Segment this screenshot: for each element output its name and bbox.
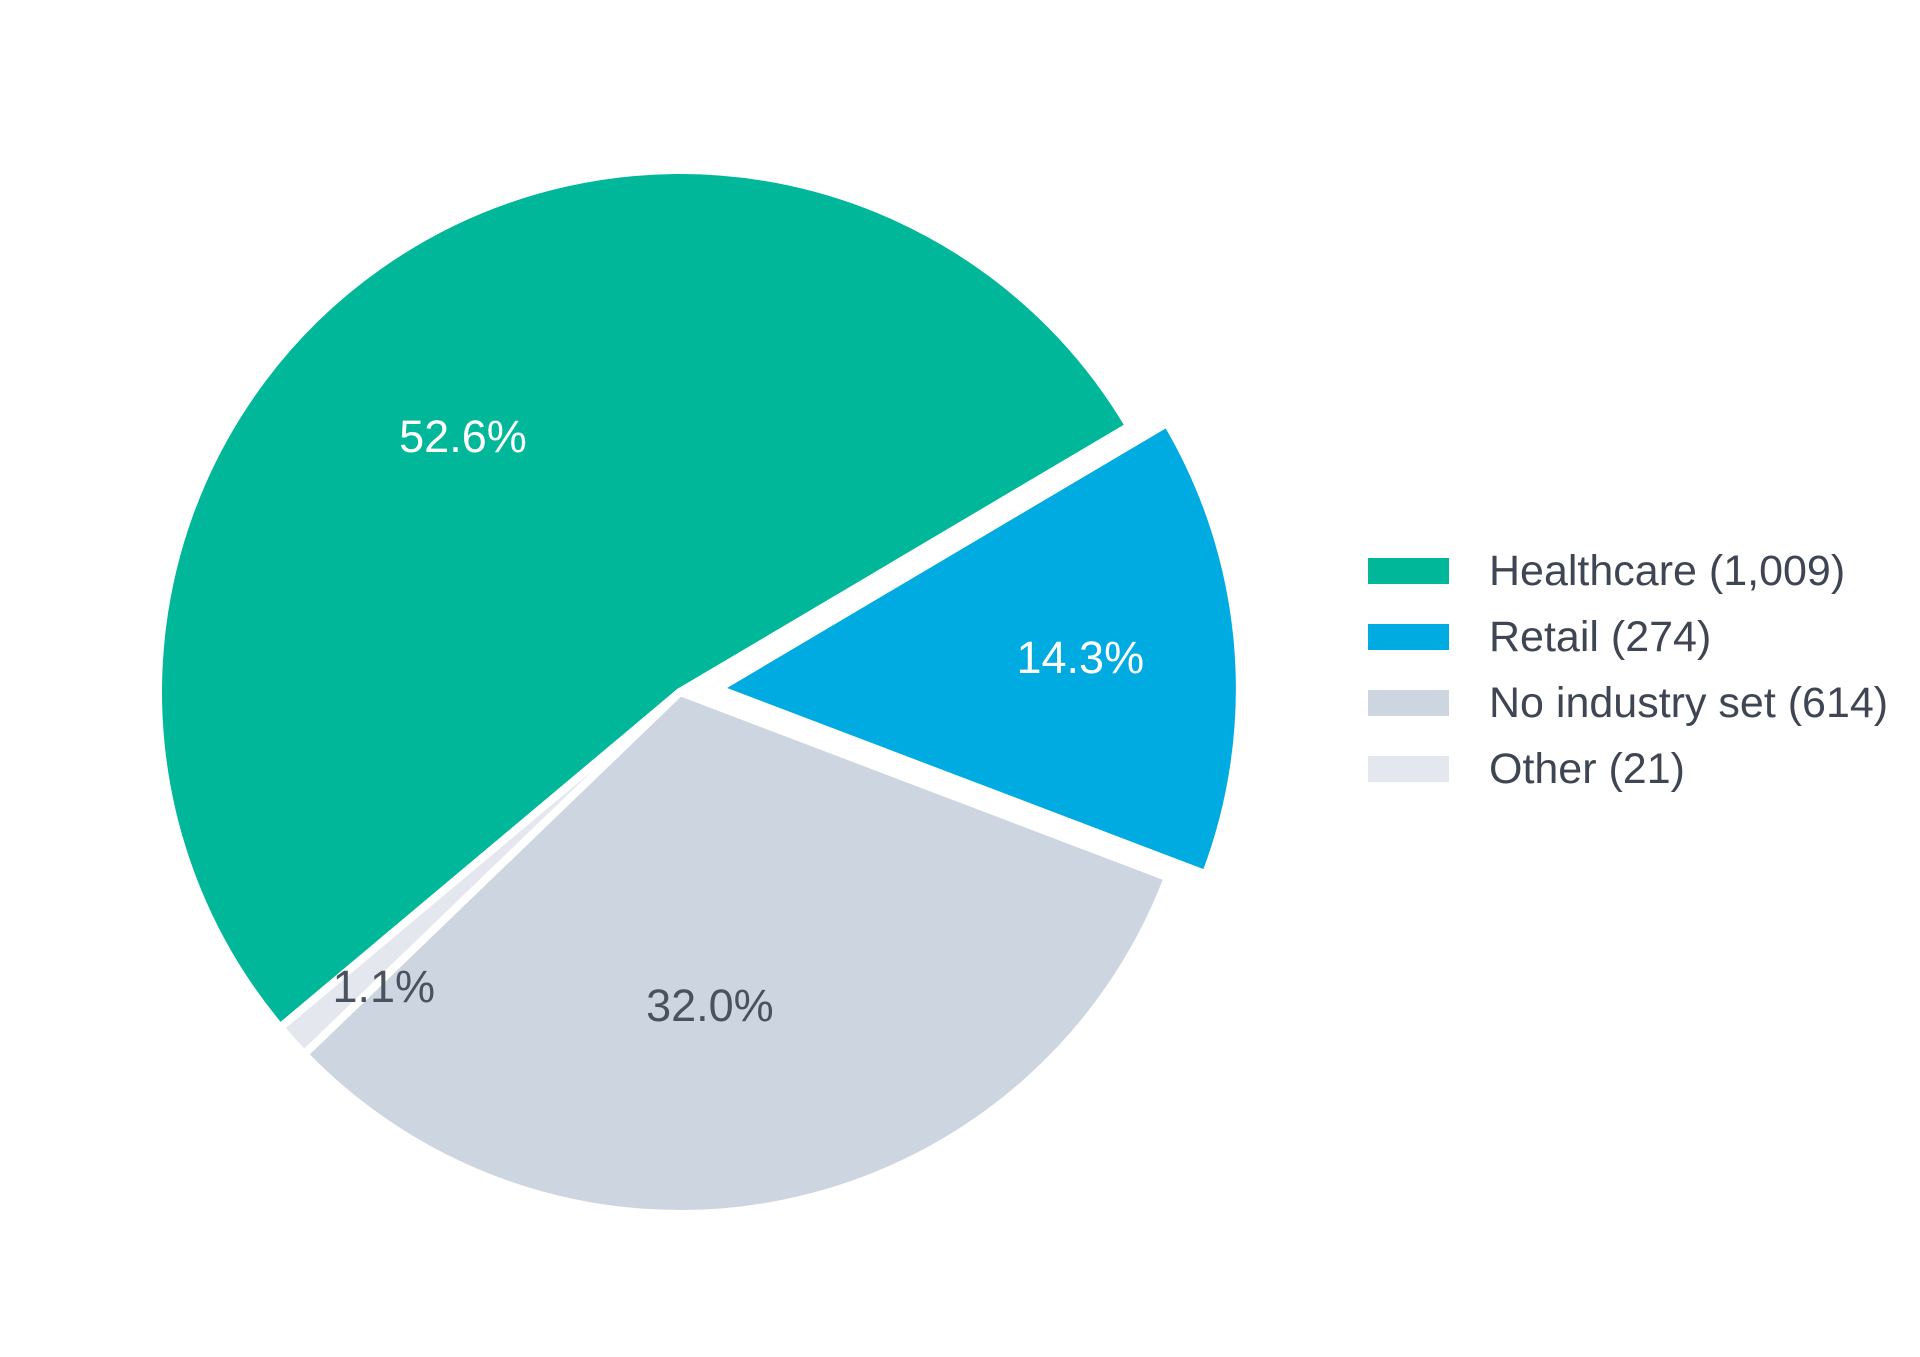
data-label-other: 1.1% — [332, 961, 435, 1012]
legend-item-retail[interactable]: Retail (274) — [1368, 612, 1888, 661]
legend-swatch — [1368, 558, 1449, 584]
data-label-no-industry-set: 32.0% — [646, 980, 774, 1031]
legend-label: Retail (274) — [1489, 612, 1712, 661]
data-label-retail: 14.3% — [1017, 632, 1145, 683]
pie-slice-healthcare[interactable] — [154, 166, 1134, 1032]
pie-slice-other[interactable] — [276, 688, 684, 1059]
legend-swatch — [1368, 690, 1449, 716]
legend-item-no-industry-set[interactable]: No industry set (614) — [1368, 678, 1889, 727]
chart-legend: Healthcare (1,009) Retail (274) No indus… — [1368, 546, 1889, 793]
legend-swatch — [1368, 624, 1449, 650]
legend-swatch — [1368, 756, 1449, 782]
legend-item-other[interactable]: Other (21) — [1368, 744, 1888, 793]
pie-slice-retail[interactable] — [713, 418, 1244, 879]
legend-item-healthcare[interactable]: Healthcare (1,009) — [1368, 546, 1888, 595]
data-label-healthcare: 52.6% — [399, 411, 527, 462]
legend-label: Other (21) — [1489, 744, 1685, 793]
legend-label: Healthcare (1,009) — [1489, 546, 1846, 595]
pie-slice-no-industry-set[interactable] — [300, 688, 1172, 1218]
legend-label: No industry set (614) — [1489, 678, 1889, 727]
